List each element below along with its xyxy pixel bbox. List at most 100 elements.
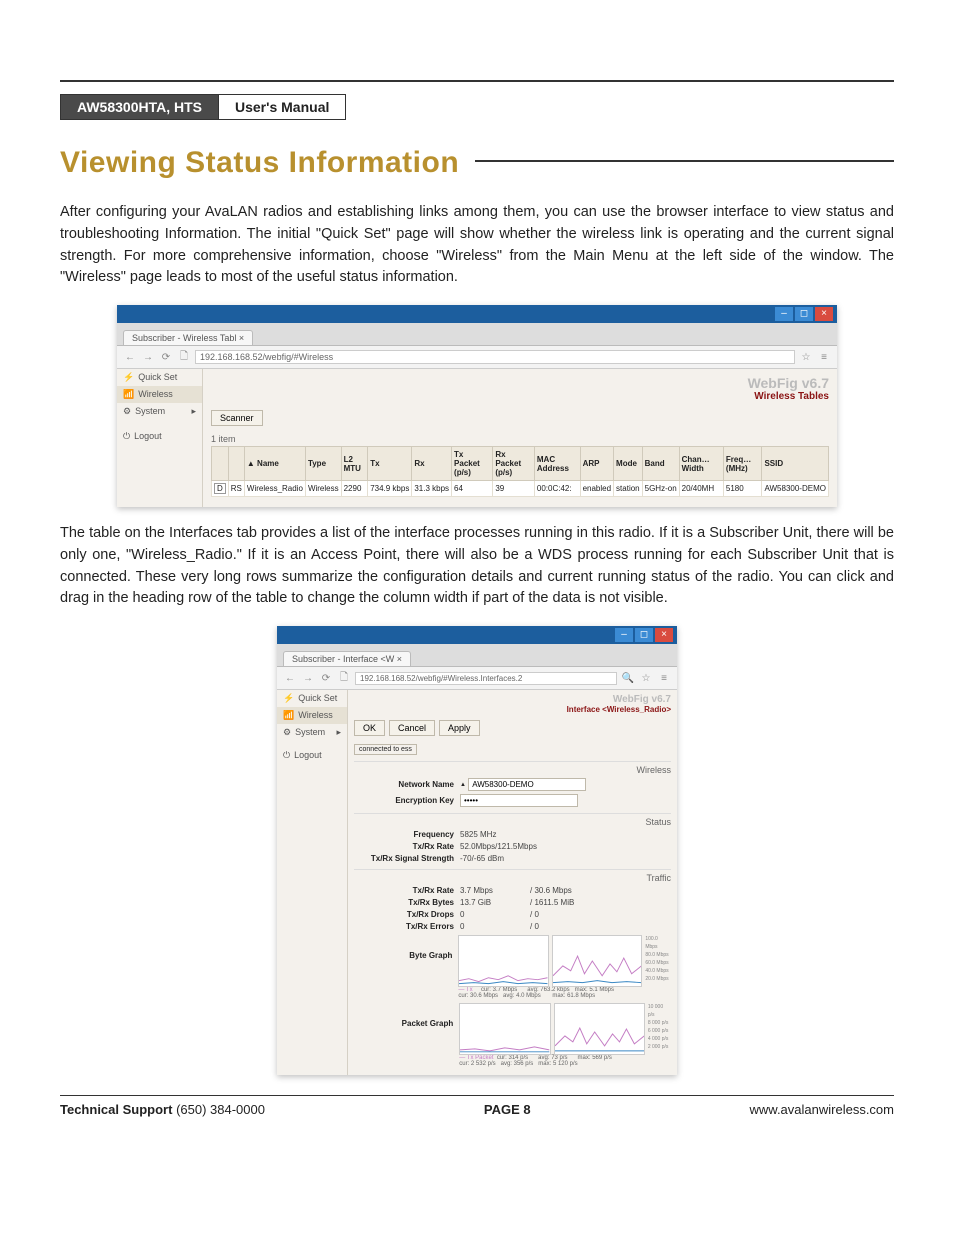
address-bar[interactable]: 192.168.168.52/webfig/#Wireless [195, 350, 795, 364]
table-cell: 2290 [341, 481, 368, 497]
sidebar-item-wireless[interactable]: 📶Wireless [277, 707, 347, 724]
table-cell: 20/40MH [679, 481, 723, 497]
footer-url: www.avalanwireless.com [750, 1102, 895, 1117]
nav-forward-icon[interactable]: → [141, 352, 155, 363]
table-header[interactable]: Chan… Width [679, 447, 723, 481]
table-cell: Wireless [305, 481, 341, 497]
browser-tab[interactable]: Subscriber - Wireless Tabl × [123, 330, 253, 345]
apply-button[interactable]: Apply [439, 720, 480, 736]
nav-back-icon[interactable]: ← [123, 352, 137, 363]
manual-tag: User's Manual [219, 94, 346, 120]
table-header[interactable]: Mode [614, 447, 643, 481]
subbrand-label: Interface <Wireless_Radio> [354, 705, 671, 714]
sidebar-item-wireless[interactable]: 📶Wireless [117, 386, 202, 403]
table-header[interactable] [228, 447, 244, 481]
table-header[interactable]: Rx [412, 447, 452, 481]
table-cell: D [212, 481, 229, 497]
frequency-value: 5825 MHz [460, 830, 496, 839]
sidebar-item-logout[interactable]: ⏻Logout [277, 747, 347, 764]
address-bar[interactable]: 192.168.168.52/webfig/#Wireless.Interfac… [355, 672, 617, 685]
menu-icon[interactable]: ≡ [817, 352, 831, 363]
table-cell: 00:0C:42: [534, 481, 580, 497]
encryption-key-input[interactable] [460, 794, 578, 807]
table-cell: 31.3 kbps [412, 481, 452, 497]
table-header[interactable]: ARP [580, 447, 613, 481]
table-header[interactable]: SSID [762, 447, 829, 481]
window-minimize-icon[interactable]: – [615, 628, 633, 642]
encryption-key-label: Encryption Key [354, 796, 460, 805]
byte-graph-yticks: 100.0 Mbps80.0 Mbps60.0 Mbps40.0 Mbps20.… [645, 935, 671, 987]
browser-tab[interactable]: Subscriber - Interface <W × [283, 651, 411, 666]
traffic-drops-tx: 0 [460, 910, 530, 919]
sidebar-item-system[interactable]: ⚙System▸ [277, 724, 347, 741]
table-header[interactable]: Type [305, 447, 341, 481]
table-cell: 64 [452, 481, 493, 497]
traffic-bytes-tx: 13.7 GiB [460, 898, 530, 907]
traffic-drops-label: Tx/Rx Drops [354, 910, 460, 919]
page-icon: 🗋 [337, 670, 351, 687]
table-cell: 39 [493, 481, 535, 497]
network-name-label: Network Name [354, 780, 460, 789]
traffic-bytes-label: Tx/Rx Bytes [354, 898, 460, 907]
table-header[interactable]: Freq… (MHz) [723, 447, 762, 481]
byte-graph-legend: — Tx cur: 3.7 Mbps avg: 763.2 kbps max: … [458, 987, 671, 999]
table-header[interactable]: MAC Address [534, 447, 580, 481]
traffic-bytes-rx: / 1611.5 MiB [530, 898, 574, 907]
brand-label: WebFig v6.7 [354, 694, 671, 705]
packet-graph-label: Packet Graph [354, 1003, 459, 1028]
star-icon[interactable]: ☆ [639, 673, 653, 684]
cancel-button[interactable]: Cancel [389, 720, 435, 736]
sidebar-item-quickset[interactable]: ⚡Quick Set [277, 690, 347, 707]
wireless-table: ▲ NameTypeL2 MTUTxRxTx Packet (p/s)Rx Pa… [211, 446, 829, 497]
window-minimize-icon[interactable]: – [775, 307, 793, 321]
packet-graph-left [459, 1003, 550, 1055]
packet-graph-legend: — Tx Packet cur: 314 p/s avg: 73 p/s max… [459, 1055, 671, 1067]
footer-page: PAGE 8 [484, 1102, 531, 1117]
network-name-input[interactable] [468, 778, 586, 791]
table-header[interactable]: Band [642, 447, 679, 481]
table-header[interactable]: Rx Packet (p/s) [493, 447, 535, 481]
window-close-icon[interactable]: × [655, 628, 673, 642]
window-close-icon[interactable]: × [815, 307, 833, 321]
nav-reload-icon[interactable]: ⟳ [159, 352, 173, 363]
traffic-errors-tx: 0 [460, 922, 530, 931]
connected-badge: connected to ess [354, 744, 417, 755]
sidebar-item-quickset[interactable]: ⚡Quick Set [117, 369, 202, 386]
paragraph-1: After configuring your AvaLAN radios and… [60, 202, 894, 289]
page-title: Viewing Status Information [60, 146, 459, 180]
footer-support: Technical Support (650) 384-0000 [60, 1102, 265, 1117]
traffic-drops-rx: / 0 [530, 910, 539, 919]
window-maximize-icon[interactable]: ◻ [795, 307, 813, 321]
table-cell: 734.9 kbps [368, 481, 412, 497]
title-rule [475, 160, 894, 162]
table-header[interactable]: Tx [368, 447, 412, 481]
section-wireless: Wireless [354, 761, 671, 775]
table-cell: 5GHz-on [642, 481, 679, 497]
traffic-errors-label: Tx/Rx Errors [354, 922, 460, 931]
table-header[interactable]: Tx Packet (p/s) [452, 447, 493, 481]
sidebar-item-system[interactable]: ⚙System▸ [117, 403, 202, 420]
frequency-label: Frequency [354, 830, 460, 839]
nav-reload-icon[interactable]: ⟳ [319, 673, 333, 684]
nav-back-icon[interactable]: ← [283, 673, 297, 684]
window-maximize-icon[interactable]: ◻ [635, 628, 653, 642]
page-icon: 🗋 [177, 349, 191, 366]
signal-strength-value: -70/-65 dBm [460, 854, 504, 863]
table-header[interactable]: ▲ Name [244, 447, 305, 481]
zoom-icon[interactable]: 🔍 [621, 673, 635, 684]
star-icon[interactable]: ☆ [799, 352, 813, 363]
traffic-errors-rx: / 0 [530, 922, 539, 931]
packet-graph-right [554, 1003, 645, 1055]
menu-icon[interactable]: ≡ [657, 673, 671, 684]
ok-button[interactable]: OK [354, 720, 385, 736]
screenshot-wireless-table: – ◻ × Subscriber - Wireless Tabl × ← → ⟳… [117, 305, 837, 507]
model-tag: AW58300HTA, HTS [60, 94, 219, 120]
sidebar-item-logout[interactable]: ⏻Logout [117, 428, 202, 445]
nav-forward-icon[interactable]: → [301, 673, 315, 684]
traffic-rate-rx: / 30.6 Mbps [530, 886, 572, 895]
table-header[interactable]: L2 MTU [341, 447, 368, 481]
table-header[interactable] [212, 447, 229, 481]
scanner-button[interactable]: Scanner [211, 410, 263, 426]
table-cell: 5180 [723, 481, 762, 497]
byte-graph-label: Byte Graph [354, 935, 458, 960]
